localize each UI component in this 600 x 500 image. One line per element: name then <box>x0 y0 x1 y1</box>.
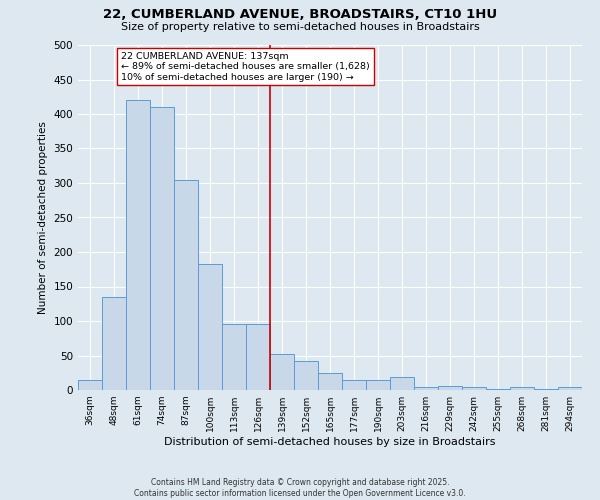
Bar <box>318 373 342 390</box>
Text: 22, CUMBERLAND AVENUE, BROADSTAIRS, CT10 1HU: 22, CUMBERLAND AVENUE, BROADSTAIRS, CT10… <box>103 8 497 20</box>
Bar <box>366 380 390 390</box>
Bar <box>558 387 582 390</box>
Y-axis label: Number of semi-detached properties: Number of semi-detached properties <box>38 121 48 314</box>
Bar <box>102 297 126 390</box>
Bar <box>390 377 414 390</box>
Text: Size of property relative to semi-detached houses in Broadstairs: Size of property relative to semi-detach… <box>121 22 479 32</box>
X-axis label: Distribution of semi-detached houses by size in Broadstairs: Distribution of semi-detached houses by … <box>164 437 496 447</box>
Bar <box>294 361 318 390</box>
Text: Contains HM Land Registry data © Crown copyright and database right 2025.
Contai: Contains HM Land Registry data © Crown c… <box>134 478 466 498</box>
Bar <box>126 100 150 390</box>
Bar <box>246 324 270 390</box>
Text: 22 CUMBERLAND AVENUE: 137sqm
← 89% of semi-detached houses are smaller (1,628)
1: 22 CUMBERLAND AVENUE: 137sqm ← 89% of se… <box>121 52 370 82</box>
Bar <box>510 386 534 390</box>
Bar <box>438 386 462 390</box>
Bar <box>174 180 198 390</box>
Bar <box>78 380 102 390</box>
Bar <box>222 324 246 390</box>
Bar <box>198 264 222 390</box>
Bar <box>342 380 366 390</box>
Bar <box>150 107 174 390</box>
Bar <box>414 386 438 390</box>
Bar <box>462 386 486 390</box>
Bar <box>270 354 294 390</box>
